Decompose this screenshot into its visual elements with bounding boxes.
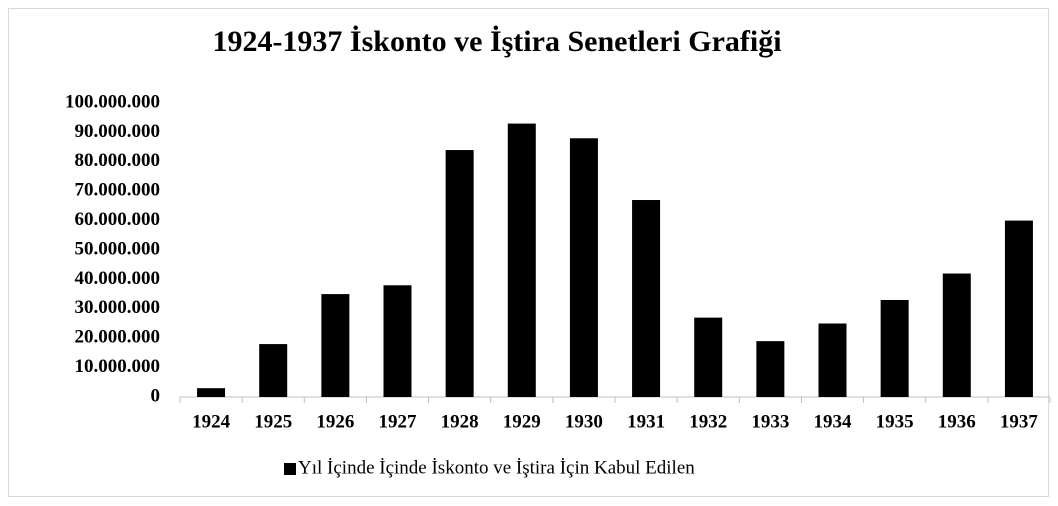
y-tick-label: 50.000.000 [75,238,161,259]
x-tick-label: 1934 [814,411,853,432]
x-tick-label: 1933 [751,411,789,432]
bar [694,317,723,397]
bar [507,123,536,397]
y-tick-label: 10.000.000 [75,356,161,377]
legend-swatch [284,463,296,475]
y-tick-label: 40.000.000 [75,268,161,289]
y-tick-label: 100.000.000 [65,91,160,112]
bar [880,299,909,397]
bar [321,294,350,397]
x-tick-label: 1928 [441,411,479,432]
y-tick-label: 80.000.000 [75,150,161,171]
x-tick-label: 1924 [192,411,231,432]
bar [942,273,971,397]
bar [569,138,598,397]
x-tick-label: 1925 [254,411,292,432]
chart-title: 1924-1937 İskonto ve İştira Senetleri Gr… [212,25,781,58]
y-tick-label: 70.000.000 [75,180,161,201]
x-tick-label: 1937 [1000,411,1039,432]
x-tick-label: 1931 [627,411,665,432]
x-tick-label: 1926 [316,411,354,432]
x-tick-label: 1927 [379,411,418,432]
y-tick-label: 20.000.000 [75,327,161,348]
x-tick-label: 1930 [565,411,603,432]
y-tick-label: 0 [151,385,161,406]
bar [197,388,226,397]
bar [445,150,474,397]
x-tick-label: 1936 [938,411,976,432]
x-tick-label: 1929 [503,411,541,432]
bar [632,200,661,397]
bar [383,285,412,397]
bar [818,323,847,397]
y-tick-label: 60.000.000 [75,209,161,230]
bar [259,344,288,397]
bar [756,341,785,397]
x-tick-label: 1935 [876,411,914,432]
y-tick-label: 30.000.000 [75,297,161,318]
x-tick-label: 1932 [689,411,727,432]
legend-label: Yıl İçinde İçinde İskonto ve İştira İçin… [298,457,695,478]
y-tick-label: 90.000.000 [75,121,161,142]
bar [1004,220,1033,397]
